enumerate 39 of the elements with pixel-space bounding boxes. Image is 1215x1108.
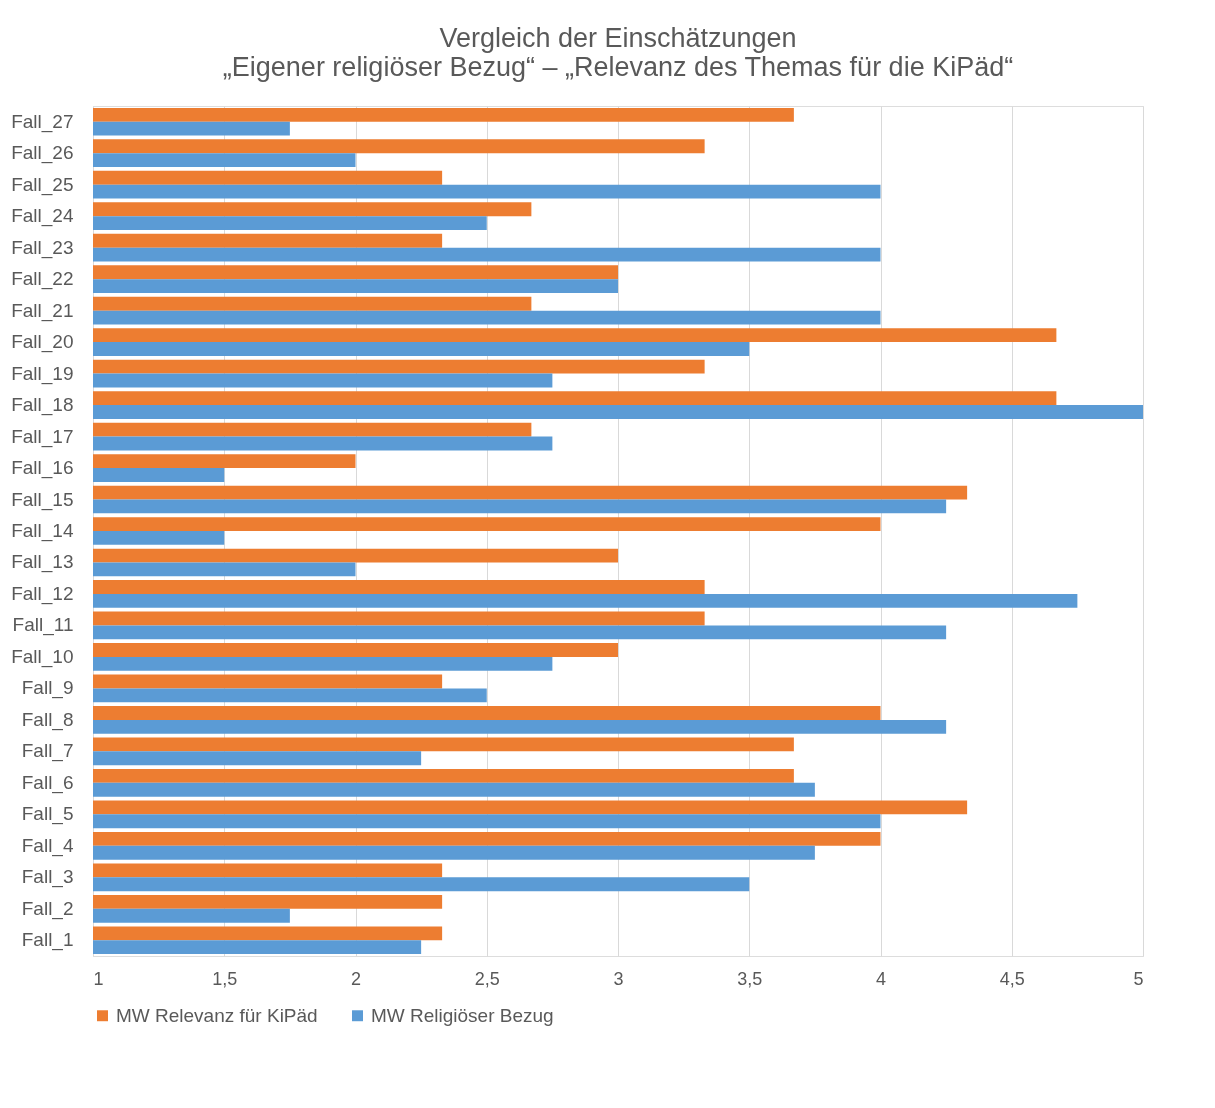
y-tick-label: Fall_12 xyxy=(11,582,74,605)
y-tick-label: Fall_16 xyxy=(11,457,74,480)
y-tick-label: Fall_20 xyxy=(11,331,74,354)
y-tick-label: Fall_11 xyxy=(12,614,74,637)
y-tick-label: Fall_15 xyxy=(11,488,74,511)
x-tick-label: 3 xyxy=(613,968,624,989)
y-tick-label: Fall_25 xyxy=(11,173,74,196)
y-tick-label: Fall_14 xyxy=(11,520,74,542)
x-tick-label: 4,5 xyxy=(999,968,1025,989)
x-tick-label: 3,5 xyxy=(737,968,763,989)
y-tick-label: Fall_6 xyxy=(21,771,74,794)
x-tick-label: 5 xyxy=(1133,968,1144,989)
y-tick-label: Fall_26 xyxy=(11,142,74,165)
x-tick-label: 2,5 xyxy=(474,968,500,989)
legend-label: MW Religiöser Bezug xyxy=(371,1004,554,1026)
y-tick-label: Fall_23 xyxy=(11,236,74,259)
legend-label: MW Relevanz für KiPäd xyxy=(116,1004,318,1026)
y-tick-label: Fall_17 xyxy=(11,425,74,448)
y-tick-label: Fall_2 xyxy=(21,897,74,920)
y-tick-label: Fall_4 xyxy=(21,834,74,857)
y-tick-label: Fall_18 xyxy=(11,394,74,417)
y-tick-label: Fall_24 xyxy=(11,205,74,228)
y-tick-label: Fall_10 xyxy=(11,645,74,668)
y-tick-label: Fall_5 xyxy=(21,803,74,826)
x-tick-label: 4 xyxy=(875,968,887,989)
x-tick-label: 1,5 xyxy=(212,968,238,989)
x-tick-label: 1 xyxy=(93,968,104,989)
y-tick-label: Fall_1 xyxy=(21,929,74,952)
y-tick-label: Fall_19 xyxy=(11,362,74,385)
y-tick-label: Fall_27 xyxy=(11,110,74,133)
x-tick-label: 2 xyxy=(350,968,362,989)
chart-title: Vergleich der Einschätzungen „Eigener religiöser Bezug“ – „Relevanz des Themas für die KiPäd“ xyxy=(222,23,1014,82)
y-tick-label: Fall_3 xyxy=(21,866,74,889)
y-tick-label: Fall_8 xyxy=(21,708,74,731)
y-tick-label: Fall_22 xyxy=(11,268,74,291)
y-tick-label: Fall_7 xyxy=(21,740,74,763)
y-tick-label: Fall_9 xyxy=(21,677,74,700)
y-tick-label: Fall_21 xyxy=(11,299,74,322)
y-tick-label: Fall_13 xyxy=(11,551,74,574)
